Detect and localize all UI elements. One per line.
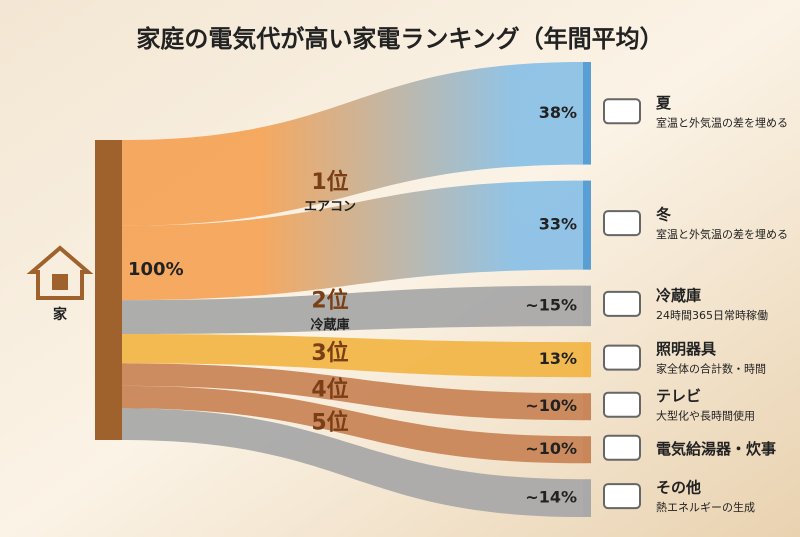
item-name: 冷蔵庫 (656, 286, 701, 304)
value-label: ~15% (525, 295, 577, 314)
target-bar (583, 285, 591, 327)
item-icon (603, 391, 641, 418)
item-name: 電気給湯器・炊事 (656, 440, 776, 458)
item-name: その他 (656, 479, 701, 497)
item-note: 室温と外気温の差を埋める (656, 115, 788, 129)
item-note: 室温と外気温の差を埋める (656, 227, 788, 241)
item-name: 照明器具 (656, 340, 716, 358)
target-bar (583, 436, 591, 464)
flow (122, 62, 583, 226)
item-icon (603, 344, 641, 371)
value-label: 33% (539, 215, 577, 234)
source-bar (95, 140, 122, 440)
value-label: 38% (539, 103, 577, 122)
flow-label: エアコン (304, 199, 356, 214)
flow (122, 408, 583, 517)
rank-label: 1位 (311, 169, 348, 195)
value-label: ~10% (525, 396, 577, 415)
source-name: 家 (53, 306, 68, 323)
target-bar (583, 479, 591, 517)
rank-label: 3位 (311, 340, 348, 366)
target-bar (583, 342, 591, 378)
item-name: 夏 (655, 94, 672, 112)
flow (122, 180, 583, 301)
flow (122, 363, 583, 421)
item-icon (603, 98, 641, 125)
value-label: ~14% (525, 488, 577, 507)
item-note: 24時間365日常時稼働 (656, 308, 768, 322)
item-note: 家全体の合計数・時間 (656, 362, 766, 376)
chart-title: 家庭の電気代が高い家電ランキング（年間平均） (136, 25, 663, 53)
flow (122, 333, 583, 378)
home-icon (26, 245, 94, 300)
rank-label: 5位 (311, 409, 348, 435)
item-note: 大型化や長時間使用 (656, 409, 755, 423)
item-icon (603, 434, 641, 461)
item-note: 熱エネルギーの生成 (656, 500, 755, 514)
target-bar (583, 62, 591, 165)
target-bar (583, 393, 591, 421)
item-name: 冬 (656, 206, 671, 224)
flow (122, 385, 583, 464)
item-icon (603, 210, 641, 237)
rank-label: 2位 (311, 287, 348, 313)
rank-label: 4位 (311, 377, 348, 403)
value-label: ~10% (525, 439, 577, 458)
flow (122, 285, 583, 334)
source-value-label: 100% (128, 259, 184, 280)
item-icon (603, 483, 641, 510)
target-bar (583, 180, 591, 270)
flow-label: 冷蔵庫 (310, 317, 349, 333)
item-icon (603, 290, 641, 317)
item-name: テレビ (656, 387, 701, 405)
value-label: 13% (539, 349, 577, 368)
